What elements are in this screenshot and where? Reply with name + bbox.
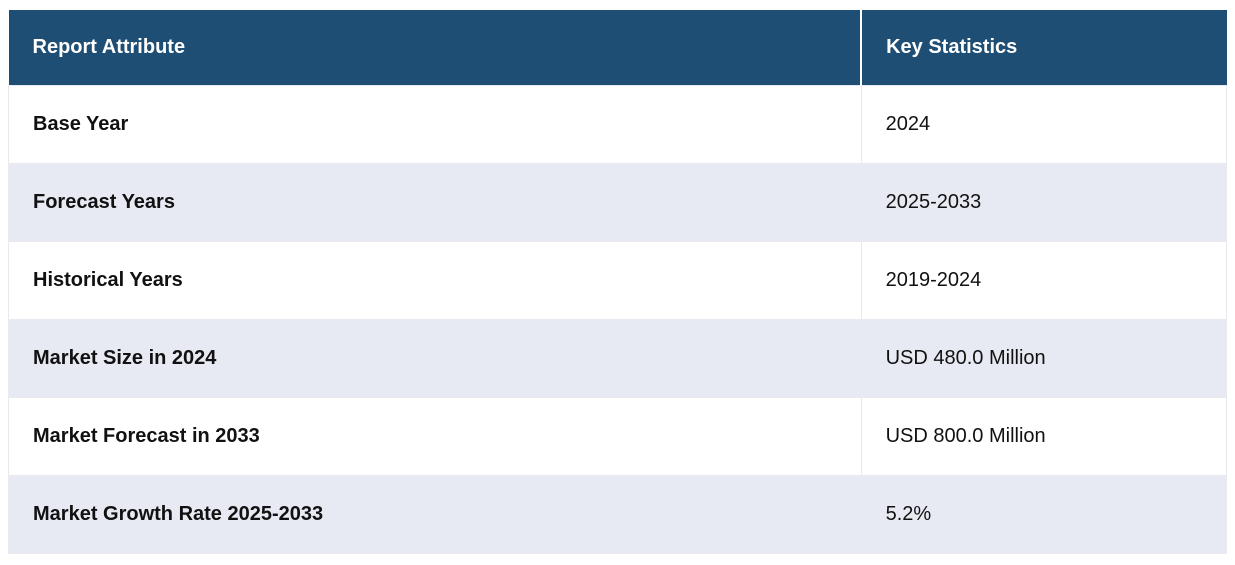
table-row: Market Growth Rate 2025-2033 5.2% [8, 474, 1228, 554]
attribute-cell: Market Size in 2024 [8, 318, 862, 398]
attribute-cell: Market Forecast in 2033 [8, 396, 862, 476]
value-cell: 2019-2024 [860, 240, 1228, 320]
attribute-cell: Forecast Years [8, 162, 862, 242]
table-row: Market Forecast in 2033 USD 800.0 Millio… [8, 396, 1228, 476]
report-attributes-table: Report Attribute Key Statistics Base Yea… [8, 10, 1228, 554]
value-cell: 2024 [860, 84, 1228, 164]
table-row: Forecast Years 2025-2033 [8, 162, 1228, 242]
table-header: Report Attribute Key Statistics [8, 10, 1227, 85]
value-cell: USD 480.0 Million [860, 318, 1228, 398]
attribute-cell: Market Growth Rate 2025-2033 [8, 474, 862, 554]
table-row: Market Size in 2024 USD 480.0 Million [8, 318, 1228, 398]
attribute-cell: Historical Years [8, 240, 862, 320]
table-row: Base Year 2024 [8, 84, 1228, 164]
table-row: Historical Years 2019-2024 [8, 240, 1228, 320]
value-cell: USD 800.0 Million [860, 396, 1228, 476]
attribute-cell: Base Year [8, 84, 862, 164]
value-cell: 5.2% [860, 474, 1228, 554]
table-body: Base Year 2024 Forecast Years 2025-2033 … [8, 84, 1228, 554]
header-cell-report-attribute: Report Attribute [8, 10, 863, 85]
header-row: Report Attribute Key Statistics [8, 10, 1227, 85]
value-cell: 2025-2033 [860, 162, 1228, 242]
header-cell-key-statistics: Key Statistics [861, 10, 1227, 85]
